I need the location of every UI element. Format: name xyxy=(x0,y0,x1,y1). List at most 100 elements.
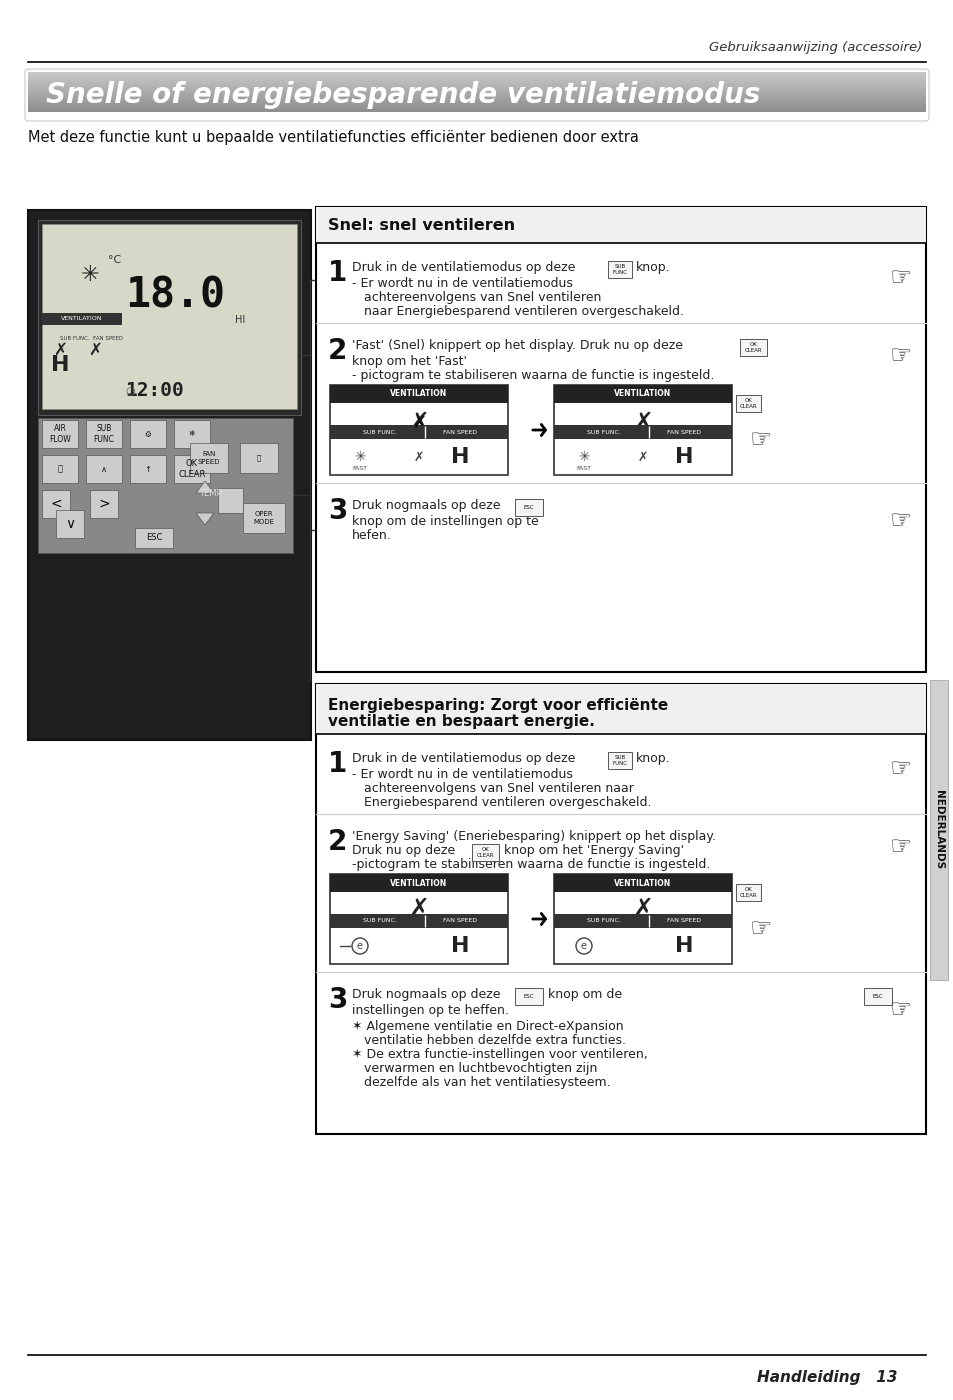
Text: ☞: ☞ xyxy=(749,917,771,941)
Text: ⚙: ⚙ xyxy=(145,430,152,438)
Text: 12:00: 12:00 xyxy=(126,381,184,399)
Text: OK
CLEAR: OK CLEAR xyxy=(178,459,206,479)
Text: FAN SPEED: FAN SPEED xyxy=(442,430,476,434)
Text: HI: HI xyxy=(234,315,245,325)
Text: verwarmen en luchtbevochtigten zijn: verwarmen en luchtbevochtigten zijn xyxy=(364,1063,597,1075)
Bar xyxy=(607,752,631,769)
Text: Druk in de ventilatiemodus op deze: Druk in de ventilatiemodus op deze xyxy=(352,260,575,274)
Bar xyxy=(315,685,925,1134)
Text: OK
CLEAR: OK CLEAR xyxy=(744,342,761,353)
Text: TEMP: TEMP xyxy=(198,489,221,497)
Bar xyxy=(190,442,228,473)
Text: ✳: ✳ xyxy=(578,449,589,463)
Text: AIR
FLOW: AIR FLOW xyxy=(49,424,71,444)
Text: Energiebesparend ventileren overgeschakeld.: Energiebesparend ventileren overgeschake… xyxy=(364,797,651,809)
Text: OK
CLEAR: OK CLEAR xyxy=(739,888,757,897)
Bar xyxy=(330,874,507,892)
Bar xyxy=(554,874,731,892)
Text: Druk nu op deze: Druk nu op deze xyxy=(352,844,455,857)
Text: Gebruiksaanwijzing (accessoire): Gebruiksaanwijzing (accessoire) xyxy=(708,42,921,55)
Text: knop om de: knop om de xyxy=(547,988,621,1001)
Text: SUB FUNC.  FAN SPEED: SUB FUNC. FAN SPEED xyxy=(60,336,123,340)
Text: ☞: ☞ xyxy=(889,757,911,781)
Text: -pictogram te stabiliseren waarna de functie is ingesteld.: -pictogram te stabiliseren waarna de fun… xyxy=(352,858,710,871)
Text: SUB
FUNC: SUB FUNC xyxy=(612,265,627,274)
Text: SUB
FUNC: SUB FUNC xyxy=(93,424,114,444)
Bar xyxy=(90,490,118,518)
Text: 18.0: 18.0 xyxy=(125,274,225,316)
Text: ☞: ☞ xyxy=(889,266,911,291)
Text: achtereenvolgens van Snel ventileren naar: achtereenvolgens van Snel ventileren naa… xyxy=(364,783,633,795)
Text: NEDERLANDS: NEDERLANDS xyxy=(933,791,943,869)
Text: ✗: ✗ xyxy=(412,414,425,433)
Bar xyxy=(86,420,122,448)
Text: VENTILATION: VENTILATION xyxy=(390,389,447,399)
Text: FAN
SPEED: FAN SPEED xyxy=(197,451,220,465)
Text: SUB FUNC.: SUB FUNC. xyxy=(586,918,620,924)
Polygon shape xyxy=(195,512,213,525)
Text: ✳: ✳ xyxy=(81,265,99,286)
Text: ∧: ∧ xyxy=(101,465,107,473)
Text: ✶ De extra functie-instellingen voor ventileren,: ✶ De extra functie-instellingen voor ven… xyxy=(352,1049,647,1061)
Bar xyxy=(135,528,172,547)
Bar xyxy=(554,874,731,965)
Bar xyxy=(42,224,296,409)
Bar xyxy=(56,510,84,538)
Bar xyxy=(315,207,925,244)
Bar xyxy=(173,420,210,448)
Text: dezelfde als van het ventilatiesysteem.: dezelfde als van het ventilatiesysteem. xyxy=(364,1077,610,1089)
Bar xyxy=(173,455,210,483)
Bar xyxy=(607,260,631,279)
Text: 2: 2 xyxy=(328,827,347,855)
Text: ☞: ☞ xyxy=(889,510,911,533)
Bar xyxy=(130,455,166,483)
Text: 'Energy Saving' (Eneriebesparing) knippert op het display.: 'Energy Saving' (Eneriebesparing) knippe… xyxy=(352,830,716,843)
Text: ✗: ✗ xyxy=(638,451,648,463)
Text: Snel: snel ventileren: Snel: snel ventileren xyxy=(328,217,515,232)
Text: FAN SPEED: FAN SPEED xyxy=(666,918,700,924)
Text: ✶ Algemene ventilatie en Direct-eXpansion: ✶ Algemene ventilatie en Direct-eXpansio… xyxy=(352,1021,623,1033)
Bar xyxy=(28,210,311,741)
Text: ESC: ESC xyxy=(872,994,882,1000)
Text: FAST: FAST xyxy=(576,466,591,472)
Text: knop om het 'Fast': knop om het 'Fast' xyxy=(352,356,467,368)
Bar xyxy=(38,419,293,553)
Text: ☞: ☞ xyxy=(889,998,911,1022)
Text: - Er wordt nu in de ventilatiemodus: - Er wordt nu in de ventilatiemodus xyxy=(352,769,572,781)
Text: ↑: ↑ xyxy=(144,465,152,473)
Text: °C: °C xyxy=(109,255,121,265)
Text: ∨: ∨ xyxy=(65,517,75,531)
Text: VENTILATION: VENTILATION xyxy=(390,879,447,888)
Text: achtereenvolgens van Snel ventileren: achtereenvolgens van Snel ventileren xyxy=(364,291,600,304)
Text: ventilatie en bespaart energie.: ventilatie en bespaart energie. xyxy=(328,714,595,729)
Text: 'Fast' (Snel) knippert op het display. Druk nu op deze: 'Fast' (Snel) knippert op het display. D… xyxy=(352,339,682,351)
Text: - Er wordt nu in de ventilatiemodus: - Er wordt nu in de ventilatiemodus xyxy=(352,277,572,290)
Text: Druk nogmaals op deze: Druk nogmaals op deze xyxy=(352,988,500,1001)
Text: knop.: knop. xyxy=(636,260,670,274)
Text: ✗: ✗ xyxy=(88,342,102,358)
Text: ✗: ✗ xyxy=(414,451,424,463)
Text: ✳: ✳ xyxy=(354,449,365,463)
Bar xyxy=(515,988,542,1005)
Text: SUB FUNC.: SUB FUNC. xyxy=(586,430,620,434)
Text: e: e xyxy=(580,941,586,951)
Polygon shape xyxy=(195,482,213,493)
Text: 1: 1 xyxy=(328,750,347,778)
Text: ☞: ☞ xyxy=(889,836,911,860)
Text: OK
CLEAR: OK CLEAR xyxy=(739,398,757,409)
Bar xyxy=(929,680,947,980)
Bar xyxy=(330,385,507,475)
Text: ESC: ESC xyxy=(523,505,534,510)
Bar xyxy=(86,455,122,483)
Bar xyxy=(330,385,507,403)
Text: <: < xyxy=(51,497,62,511)
Text: 1: 1 xyxy=(328,259,347,287)
Text: FAN SPEED: FAN SPEED xyxy=(666,430,700,434)
Text: Druk nogmaals op deze: Druk nogmaals op deze xyxy=(352,498,500,512)
Text: H: H xyxy=(51,356,70,375)
Bar xyxy=(218,489,243,512)
Text: FAN SPEED: FAN SPEED xyxy=(442,918,476,924)
Text: ✗: ✗ xyxy=(632,897,653,921)
Text: ✗: ✗ xyxy=(408,412,429,435)
Bar xyxy=(130,420,166,448)
